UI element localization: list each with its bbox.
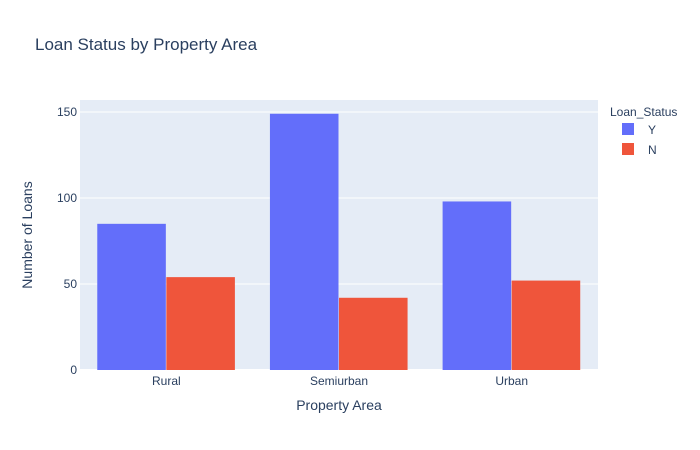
legend-item-y[interactable]: Y <box>622 123 656 137</box>
chart-title: Loan Status by Property Area <box>35 35 258 54</box>
y-axis-ticks: 0 50 100 150 <box>57 105 77 377</box>
bar-n-semiurban[interactable] <box>339 297 408 370</box>
x-axis-title: Property Area <box>296 397 382 413</box>
y-tick-label: 50 <box>64 277 78 291</box>
legend-swatch-n <box>622 143 634 155</box>
legend-label-y: Y <box>648 123 656 137</box>
y-tick-label: 0 <box>70 363 77 377</box>
legend-label-n: N <box>648 143 657 157</box>
bar-n-urban[interactable] <box>511 280 581 370</box>
x-axis-ticks: Rural Semiurban Urban <box>152 374 528 388</box>
legend-swatch-y <box>622 123 634 135</box>
bar-y-semiurban[interactable] <box>269 113 339 370</box>
legend-item-n[interactable]: N <box>622 143 657 157</box>
bars <box>97 113 581 370</box>
legend: Loan_Status Y N <box>610 105 677 157</box>
x-tick-label: Rural <box>152 374 181 388</box>
bar-y-rural[interactable] <box>97 223 166 370</box>
x-tick-label: Semiurban <box>310 374 368 388</box>
y-tick-label: 100 <box>57 191 77 205</box>
x-tick-label: Urban <box>495 374 528 388</box>
y-tick-label: 150 <box>57 105 77 119</box>
y-axis-title: Number of Loans <box>19 181 35 288</box>
bar-y-urban[interactable] <box>442 201 512 370</box>
bar-n-rural[interactable] <box>166 277 235 370</box>
legend-title: Loan_Status <box>610 105 677 119</box>
